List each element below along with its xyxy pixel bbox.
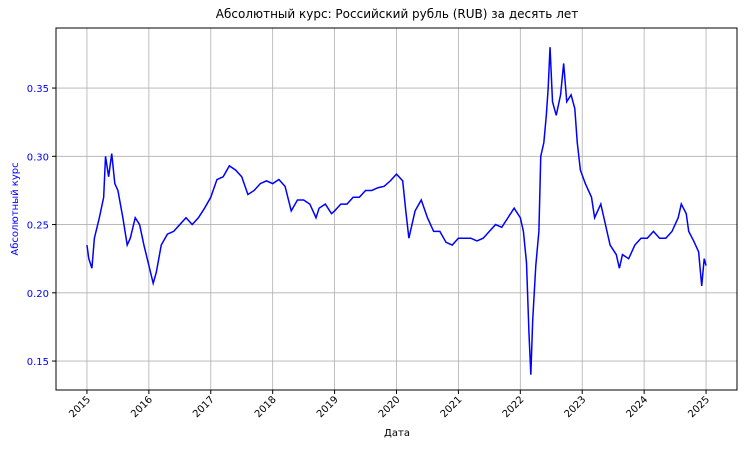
x-tick-label: 2020 xyxy=(377,394,403,420)
x-tick-label: 2017 xyxy=(191,394,217,420)
y-tick-label: 0.35 xyxy=(27,84,49,95)
x-tick-label: 2025 xyxy=(686,394,712,420)
x-tick-label: 2015 xyxy=(67,394,93,420)
x-tick-label: 2021 xyxy=(439,394,465,420)
x-tick-label: 2016 xyxy=(129,394,155,420)
chart-title: Абсолютный курс: Российский рубль (RUB) … xyxy=(216,7,578,21)
y-tick-label: 0.30 xyxy=(27,152,49,163)
x-tick-label: 2023 xyxy=(563,394,589,420)
y-tick-label: 0.25 xyxy=(27,221,49,232)
x-tick-label: 2022 xyxy=(501,394,527,420)
y-tick-label: 0.20 xyxy=(27,289,49,300)
x-axis-label: Дата xyxy=(384,428,410,439)
x-tick-label: 2024 xyxy=(624,394,650,420)
plot-frame xyxy=(55,27,738,391)
x-tick-label: 2019 xyxy=(315,394,341,420)
y-axis-label: Абсолютный курс xyxy=(10,162,21,255)
y-tick-label: 0.15 xyxy=(27,357,49,368)
x-tick-label: 2018 xyxy=(253,394,279,420)
data-line xyxy=(86,47,707,375)
